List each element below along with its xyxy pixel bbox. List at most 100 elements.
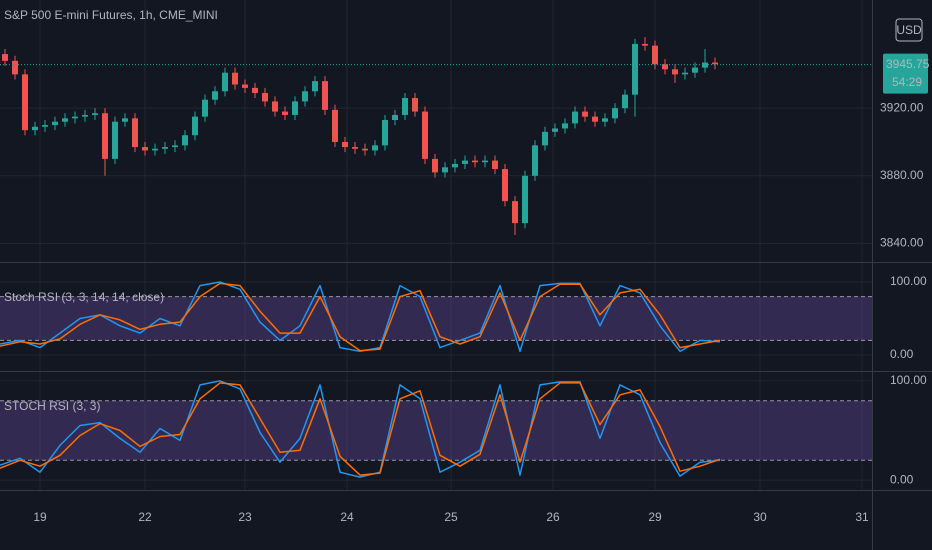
candle-body xyxy=(602,118,608,122)
x-tick-label: 30 xyxy=(753,510,767,524)
candle-body xyxy=(562,123,568,129)
candle-body xyxy=(502,169,508,202)
candle-body xyxy=(232,72,238,85)
candle-body xyxy=(552,128,558,132)
candle-body xyxy=(242,84,248,88)
candle-body xyxy=(462,160,468,164)
y-tick-label: 100.00 xyxy=(890,274,927,288)
candle-body xyxy=(662,64,668,70)
candle-body xyxy=(632,43,638,95)
candle-body xyxy=(112,121,118,159)
candle-body xyxy=(622,94,628,109)
candle-body xyxy=(172,145,178,148)
candle-body xyxy=(12,60,18,75)
candle-body xyxy=(182,135,188,146)
y-tick-label: 0.00 xyxy=(890,472,914,486)
candle-body xyxy=(102,113,108,159)
candle-body xyxy=(252,87,258,93)
candle-body xyxy=(442,167,448,173)
x-tick-label: 23 xyxy=(238,510,252,524)
currency-label: USD xyxy=(896,23,922,37)
x-tick-label: 29 xyxy=(648,510,662,524)
x-tick-label: 31 xyxy=(855,510,869,524)
candle-body xyxy=(72,116,78,119)
indicator-title: Stoch RSI (3, 3, 14, 14, close) xyxy=(4,290,164,304)
candle-body xyxy=(492,160,498,170)
candle-body xyxy=(412,98,418,112)
candle-body xyxy=(532,145,538,176)
candle-body xyxy=(142,147,148,151)
last-price-box xyxy=(883,53,928,94)
candle-body xyxy=(352,147,358,149)
x-tick-label: 24 xyxy=(340,510,354,524)
candle-body xyxy=(382,120,388,146)
y-tick-label: 100.00 xyxy=(890,373,927,387)
candle-body xyxy=(32,126,38,131)
candle-body xyxy=(1,54,8,61)
candle-body xyxy=(202,99,208,117)
candle-body xyxy=(712,62,718,65)
indicator-title: STOCH RSI (3, 3) xyxy=(4,399,100,413)
candle-body xyxy=(682,72,688,75)
countdown-label: 54:29 xyxy=(892,75,922,89)
y-tick-label: 3880.00 xyxy=(880,168,924,182)
candle-body xyxy=(572,111,578,124)
x-tick-label: 25 xyxy=(444,510,458,524)
candle-body xyxy=(392,114,398,121)
candle-body xyxy=(162,147,168,149)
candle-body xyxy=(692,67,698,73)
candle-body xyxy=(192,116,198,136)
candle-body xyxy=(472,160,478,163)
candle-body xyxy=(522,175,528,224)
x-tick-label: 26 xyxy=(546,510,560,524)
candle-body xyxy=(362,148,368,151)
candle-body xyxy=(62,118,68,122)
candle-body xyxy=(482,160,488,163)
candle-body xyxy=(612,108,618,119)
stoch-line xyxy=(0,382,721,476)
candle-body xyxy=(82,114,88,117)
candle-body xyxy=(302,91,308,102)
candle-body xyxy=(272,101,278,112)
candle-body xyxy=(92,113,98,115)
stoch-line xyxy=(0,380,721,478)
candle-body xyxy=(132,118,138,148)
y-tick-label: 3920.00 xyxy=(880,100,924,114)
candle-body xyxy=(372,145,378,151)
candle-body xyxy=(652,45,658,65)
currency-box xyxy=(895,18,923,42)
candle-body xyxy=(152,148,158,151)
stoch-line xyxy=(0,282,721,352)
candle-body xyxy=(332,109,338,142)
candle-body xyxy=(52,121,58,126)
candle-body xyxy=(282,111,288,115)
candle-body xyxy=(222,72,228,92)
candle-body xyxy=(312,81,318,92)
candle-body xyxy=(322,81,328,110)
x-tick-label: 19 xyxy=(33,510,47,524)
candle-body xyxy=(122,118,128,122)
last-price-label: 3945.75 xyxy=(886,57,930,71)
candle-body xyxy=(452,163,458,168)
candle-body xyxy=(582,111,588,117)
candle-body xyxy=(432,158,438,173)
candle-body xyxy=(22,74,28,131)
x-tick-label: 22 xyxy=(138,510,152,524)
candle-body xyxy=(642,43,648,46)
candle-body xyxy=(262,92,268,102)
y-tick-label: 0.00 xyxy=(890,347,914,361)
candle-body xyxy=(672,69,678,75)
candle-body xyxy=(542,131,548,146)
candle-body xyxy=(422,111,428,159)
y-tick-label: 3840.00 xyxy=(880,236,924,250)
candle-body xyxy=(292,101,298,115)
candle-body xyxy=(212,91,218,100)
candle-body xyxy=(342,141,348,148)
candle-body xyxy=(402,98,408,115)
candle-body xyxy=(42,125,48,127)
chart-title: S&P 500 E-mini Futures, 1h, CME_MINI xyxy=(4,8,218,22)
candle-body xyxy=(512,201,518,224)
band-fill xyxy=(0,400,872,461)
